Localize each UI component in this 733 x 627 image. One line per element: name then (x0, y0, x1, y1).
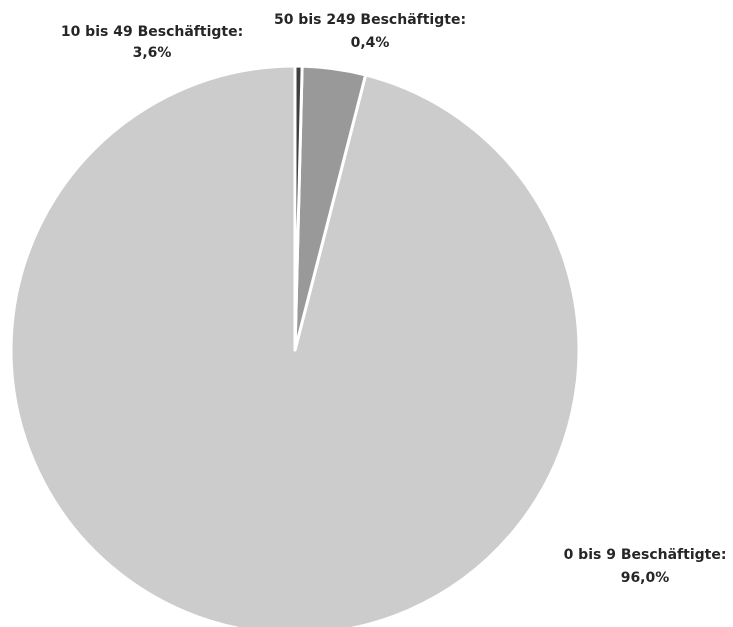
slice-label-0-9: 0 bis 9 Beschäftigte: (564, 547, 727, 563)
pie-labels: 0 bis 9 Beschäftigte: 96,0% 10 bis 49 Be… (61, 12, 727, 586)
slice-value-50-249: 0,4% (351, 35, 390, 51)
pie-slice-50-249 (293, 64, 304, 352)
slice-label-10-49: 10 bis 49 Beschäftigte: (61, 24, 243, 40)
pie-slice-0-9 (9, 64, 581, 627)
pie-slices (9, 64, 581, 627)
slice-value-0-9: 96,0% (621, 570, 670, 586)
slice-label-50-249: 50 bis 249 Beschäftigte: (274, 12, 466, 28)
slice-value-10-49: 3,6% (133, 45, 172, 61)
